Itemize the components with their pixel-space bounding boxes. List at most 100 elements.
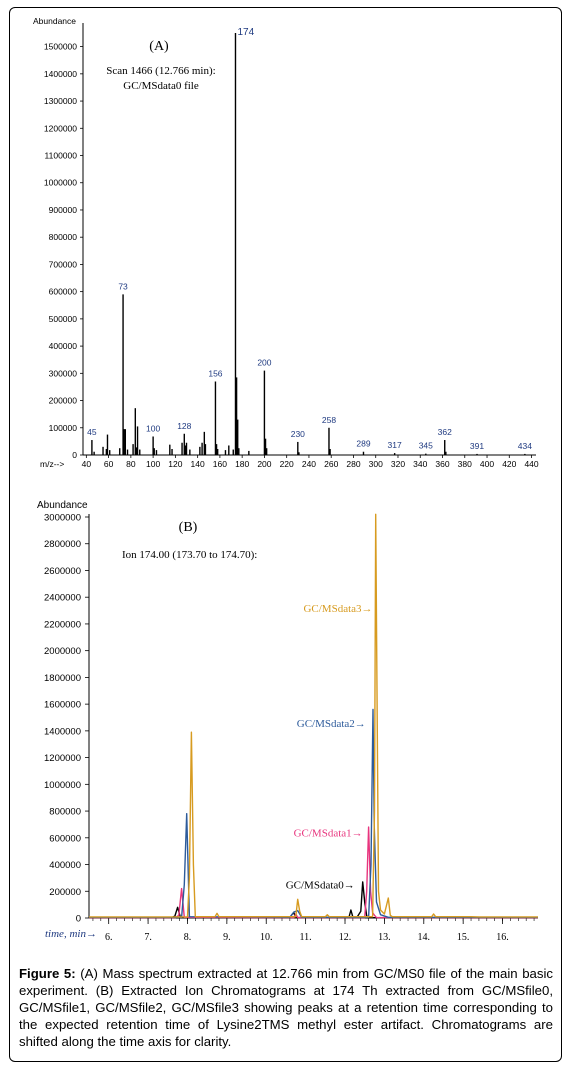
- y-tick-label: 2400000: [44, 593, 81, 604]
- y-tick-label: 200000: [49, 396, 78, 406]
- x-tick-label: 360: [435, 459, 449, 469]
- x-tick-label: 10.: [260, 932, 273, 943]
- panel-label-b: (B): [179, 520, 198, 535]
- x-tick-label: 320: [391, 459, 405, 469]
- peak-label: 156: [208, 368, 222, 378]
- x-tick-label: 8.: [184, 932, 192, 943]
- ion-annotation: Ion 174.00 (173.70 to 174.70):: [122, 549, 257, 561]
- ion-chromatogram-chart: Abundance 0 200000 400000 600000 800000 100000…: [37, 500, 538, 943]
- y-axis-title: Abundance: [37, 500, 88, 511]
- figure-caption: Figure 5: (A) Mass spectrum extracted at…: [19, 965, 553, 1050]
- y-tick-label: 100000: [49, 423, 78, 433]
- peak-label: 174: [237, 27, 254, 38]
- y-tick-label: 1400000: [44, 69, 77, 79]
- x-tick-label: 420: [502, 459, 516, 469]
- peak-label: 391: [470, 441, 484, 451]
- x-tick-label: 180: [235, 459, 249, 469]
- y-tick-label: 2800000: [44, 539, 81, 550]
- y-tick-label: 1600000: [44, 700, 81, 711]
- x-tick-label: 15.: [457, 932, 470, 943]
- peak-label: 434: [518, 441, 532, 451]
- peak-label: 362: [438, 427, 452, 437]
- x-tick-label: 220: [280, 459, 294, 469]
- x-tick-label: 6.: [105, 932, 113, 943]
- y-tick-label: 300000: [49, 368, 78, 378]
- x-tick-label: 14.: [418, 932, 431, 943]
- y-tick-label: 1500000: [44, 42, 77, 52]
- x-tick-label: 380: [458, 459, 472, 469]
- y-tick-label: 1200000: [44, 123, 77, 133]
- x-tick-label: 280: [346, 459, 360, 469]
- x-tick-label: 11.: [300, 932, 312, 943]
- y-tick-label: 200000: [49, 887, 81, 898]
- x-tick-label: 140: [191, 459, 205, 469]
- x-tick-label: 7.: [144, 932, 152, 943]
- y-tick-label: 600000: [49, 833, 81, 844]
- figure-frame: [9, 7, 562, 1062]
- y-tick-label: 0: [72, 450, 77, 460]
- y-tick-label: 2200000: [44, 619, 81, 630]
- y-tick-label: 1000000: [44, 178, 77, 188]
- series-label-0: GC/MSdata0→: [286, 880, 355, 892]
- peak-label: 258: [322, 415, 336, 425]
- y-tick-label: 400000: [49, 860, 81, 871]
- x-tick-label: 12.: [339, 932, 352, 943]
- x-tick-label: 260: [324, 459, 338, 469]
- peak-label: 100: [146, 423, 160, 433]
- y-tick-label: 1000000: [44, 780, 81, 791]
- peak-label: 317: [388, 440, 402, 450]
- y-tick-label: 500000: [49, 314, 78, 324]
- x-tick-label: 440: [524, 459, 538, 469]
- mass-spectrum-chart: Abundance 0 100000 200000 300000 400000 500000…: [33, 16, 539, 469]
- peak-label: 345: [419, 441, 433, 451]
- y-tick-label: 1400000: [44, 726, 81, 737]
- y-tick-label: 1800000: [44, 673, 81, 684]
- peak-label: 230: [291, 429, 305, 439]
- x-tick-label: 160: [213, 459, 227, 469]
- y-tick-label: 600000: [49, 287, 78, 297]
- y-axis-title: Abundance: [33, 16, 76, 26]
- x-tick-label: 400: [480, 459, 494, 469]
- x-tick-label: 100: [146, 459, 160, 469]
- x-tick-label: 200: [257, 459, 271, 469]
- y-tick-label: 0: [76, 914, 81, 925]
- y-tick-label: 2600000: [44, 566, 81, 577]
- x-tick-label: 9.: [223, 932, 231, 943]
- x-axis-title: m/z-->: [40, 459, 64, 469]
- y-tick-label: 400000: [49, 341, 78, 351]
- y-tick-label: 1300000: [44, 96, 77, 106]
- chromatogram-trace-1: [89, 826, 538, 919]
- peak-label: 200: [257, 358, 271, 368]
- y-tick-label: 800000: [49, 232, 78, 242]
- scan-annotation: Scan 1466 (12.766 min):: [106, 65, 215, 77]
- y-tick-label: 900000: [49, 205, 78, 215]
- chromatogram-trace-3: [89, 513, 538, 918]
- x-tick-label: 13.: [378, 932, 391, 943]
- series-label-1: GC/MSdata1→: [294, 827, 363, 839]
- x-axis-title: time, min→: [45, 928, 97, 940]
- y-tick-label: 3000000: [44, 513, 81, 524]
- x-tick-label: 300: [369, 459, 383, 469]
- x-tick-label: 340: [413, 459, 427, 469]
- x-tick-label: 80: [126, 459, 136, 469]
- peak-label: 289: [356, 439, 370, 449]
- file-annotation: GC/MSdata0 file: [123, 80, 199, 92]
- peak-label: 73: [118, 281, 128, 291]
- x-tick-label: 40: [82, 459, 92, 469]
- y-tick-label: 2000000: [44, 646, 81, 657]
- x-tick-label: 240: [302, 459, 316, 469]
- series-label-2: GC/MSdata2→: [297, 718, 366, 730]
- panel-label-a: (A): [149, 39, 169, 54]
- x-tick-label: 120: [168, 459, 182, 469]
- peak-label: 45: [87, 427, 97, 437]
- caption-label: Figure 5:: [19, 966, 76, 981]
- series-label-3: GC/MSdata3→: [303, 603, 372, 615]
- x-tick-label: 60: [104, 459, 114, 469]
- peak-label: 128: [177, 421, 191, 431]
- caption-text: (A) Mass spectrum extracted at 12.766 mi…: [19, 966, 554, 1049]
- y-tick-label: 1100000: [45, 151, 78, 161]
- x-tick-label: 16.: [496, 932, 509, 943]
- y-tick-label: 1200000: [44, 753, 81, 764]
- y-tick-label: 800000: [49, 807, 81, 818]
- y-tick-label: 700000: [49, 259, 78, 269]
